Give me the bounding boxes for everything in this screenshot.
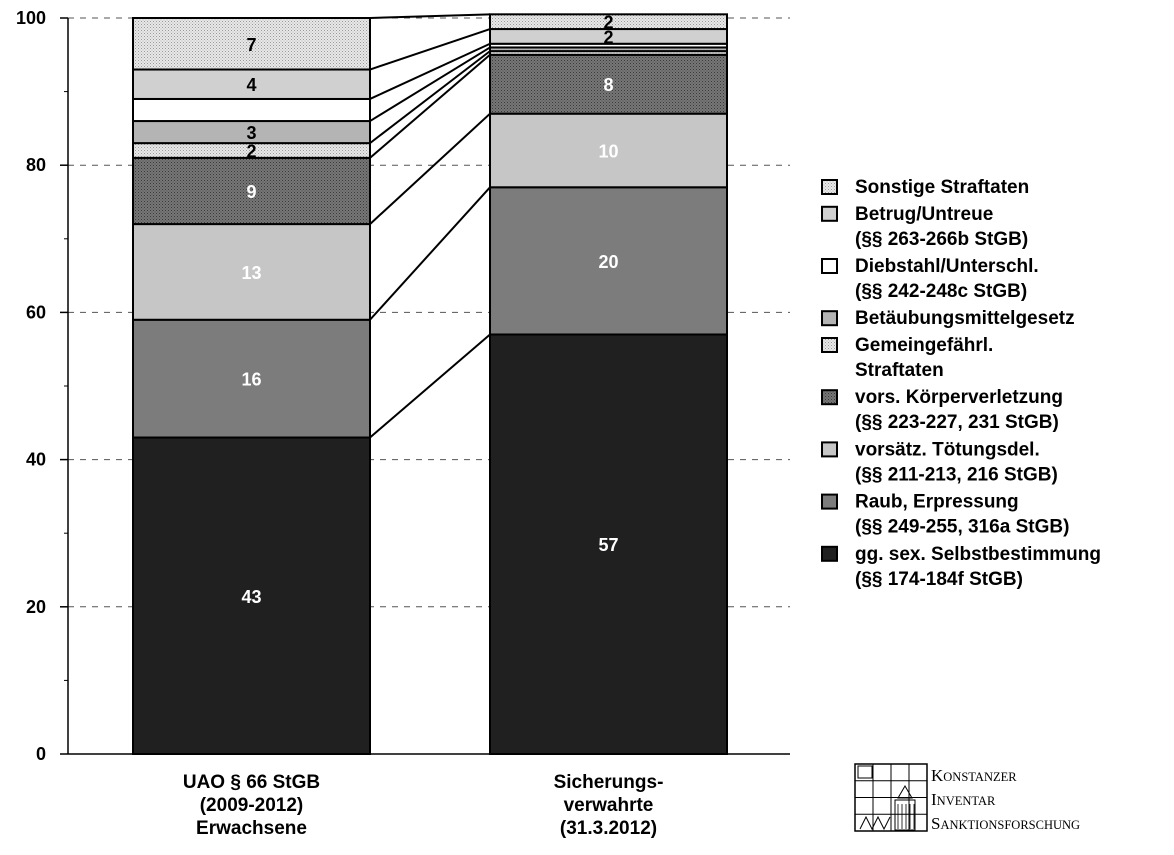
legend-entry-dieb: Diebstahl/Unterschl. bbox=[855, 256, 1039, 277]
legend-swatch-raub bbox=[821, 493, 838, 510]
legend-entry-betrug: (§§ 263-266b StGB) bbox=[855, 229, 1028, 250]
connector-line bbox=[369, 112, 491, 225]
data-label: 57 bbox=[598, 535, 618, 555]
legend-entry-sex: (§§ 174-184f StGB) bbox=[855, 569, 1023, 590]
data-label: 3 bbox=[246, 123, 256, 143]
bar-segment-raub bbox=[489, 186, 728, 336]
bar-segment-dieb bbox=[132, 97, 371, 123]
legend-entry-gem: Straftaten bbox=[855, 360, 944, 381]
data-label: 2 bbox=[603, 13, 613, 33]
data-label: 8 bbox=[603, 75, 613, 95]
connector-line bbox=[369, 28, 491, 71]
legend-swatch-betrug bbox=[821, 205, 838, 222]
legend-swatch-kv bbox=[821, 389, 838, 406]
category-label: (31.3.2012) bbox=[560, 818, 657, 839]
legend-entry-raub: (§§ 249-255, 316a StGB) bbox=[855, 517, 1069, 538]
data-label: 9 bbox=[246, 182, 256, 202]
logo: KONSTANZER INVENTAR SANKTIONSFORSCHUNG bbox=[854, 763, 1080, 833]
bar-segment-sonst bbox=[132, 17, 371, 71]
connector-line bbox=[369, 42, 491, 100]
data-label: 43 bbox=[241, 587, 261, 607]
legend: Sonstige Straftaten Betrug/Untreue (§§ 263… bbox=[821, 177, 1101, 590]
legend-entry-betrug: Betrug/Untreue bbox=[855, 204, 993, 225]
bar-segment-sex bbox=[132, 436, 371, 755]
legend-entry-sonst: Sonstige Straftaten bbox=[855, 177, 1029, 198]
legend-entry-kv: vors. Körperverletzung bbox=[855, 387, 1063, 408]
y-tick-label: 80 bbox=[26, 155, 46, 175]
bar-segment-toet bbox=[489, 112, 728, 189]
connector-line bbox=[369, 50, 491, 144]
connector-lines bbox=[369, 13, 491, 439]
y-tick-label: 20 bbox=[26, 597, 46, 617]
data-label: 13 bbox=[241, 263, 261, 283]
legend-entry-toet: vorsätz. Tötungsdel. bbox=[855, 439, 1040, 460]
data-label: 2 bbox=[246, 141, 256, 161]
legend-swatch-sex bbox=[821, 545, 838, 562]
category-labels: UAO § 66 StGB(2009-2012)Erwachsene Sicher… bbox=[183, 772, 664, 839]
category-label: Erwachsene bbox=[196, 818, 307, 839]
logo-text-line: SANKTIONSFORSCHUNG bbox=[931, 814, 1080, 833]
data-label: 10 bbox=[598, 141, 618, 161]
legend-entry-toet: (§§ 211-213, 216 StGB) bbox=[855, 464, 1058, 485]
category-label: verwahrte bbox=[564, 795, 654, 816]
category-label: (2009-2012) bbox=[200, 795, 304, 816]
data-label: 2 bbox=[603, 27, 613, 47]
y-tick-label: 40 bbox=[26, 450, 46, 470]
logo-text-line: INVENTAR bbox=[931, 790, 996, 809]
legend-entry-gem: Gemeingefährl. bbox=[855, 335, 993, 356]
connector-line bbox=[369, 13, 491, 19]
legend-entry-sex: gg. sex. Selbstbestimmung bbox=[855, 544, 1101, 565]
connector-line bbox=[369, 333, 491, 439]
data-label: 16 bbox=[241, 370, 261, 390]
legend-entry-raub: Raub, Erpressung bbox=[855, 492, 1019, 513]
data-label: 20 bbox=[598, 252, 618, 272]
connector-line bbox=[369, 54, 491, 159]
legend-swatch-toet bbox=[821, 441, 838, 458]
legend-entry-kv: (§§ 223-227, 231 StGB) bbox=[855, 412, 1059, 433]
legend-entry-dieb: (§§ 242-248c StGB) bbox=[855, 281, 1027, 302]
category-label: UAO § 66 StGB bbox=[183, 772, 320, 793]
bar-segment-betrug bbox=[132, 68, 371, 100]
legend-swatch-btm bbox=[821, 310, 838, 327]
legend-swatch-gem bbox=[821, 337, 838, 353]
y-axis: 0 20 40 60 80 100 bbox=[16, 8, 790, 764]
y-tick-label: 60 bbox=[26, 302, 46, 322]
bar-segment-toet bbox=[132, 223, 371, 321]
konstanzer-logo-icon bbox=[854, 763, 928, 832]
data-label: 7 bbox=[246, 35, 256, 55]
connector-line bbox=[369, 46, 491, 122]
logo-text-line: KONSTANZER bbox=[931, 766, 1017, 785]
bar-segment-sonst bbox=[489, 13, 728, 31]
legend-swatch-sonst bbox=[821, 179, 838, 195]
connector-line bbox=[369, 186, 491, 321]
data-label: 4 bbox=[246, 75, 256, 95]
category-label: Sicherungs- bbox=[554, 772, 664, 793]
bar-segment-kv bbox=[489, 53, 728, 115]
y-tick-label: 0 bbox=[36, 744, 46, 764]
legend-swatch-dieb bbox=[821, 258, 838, 274]
legend-entry-btm: Betäubungsmittelgesetz bbox=[855, 308, 1075, 329]
y-tick-label: 100 bbox=[16, 8, 46, 28]
bar-segment-raub bbox=[132, 318, 371, 439]
